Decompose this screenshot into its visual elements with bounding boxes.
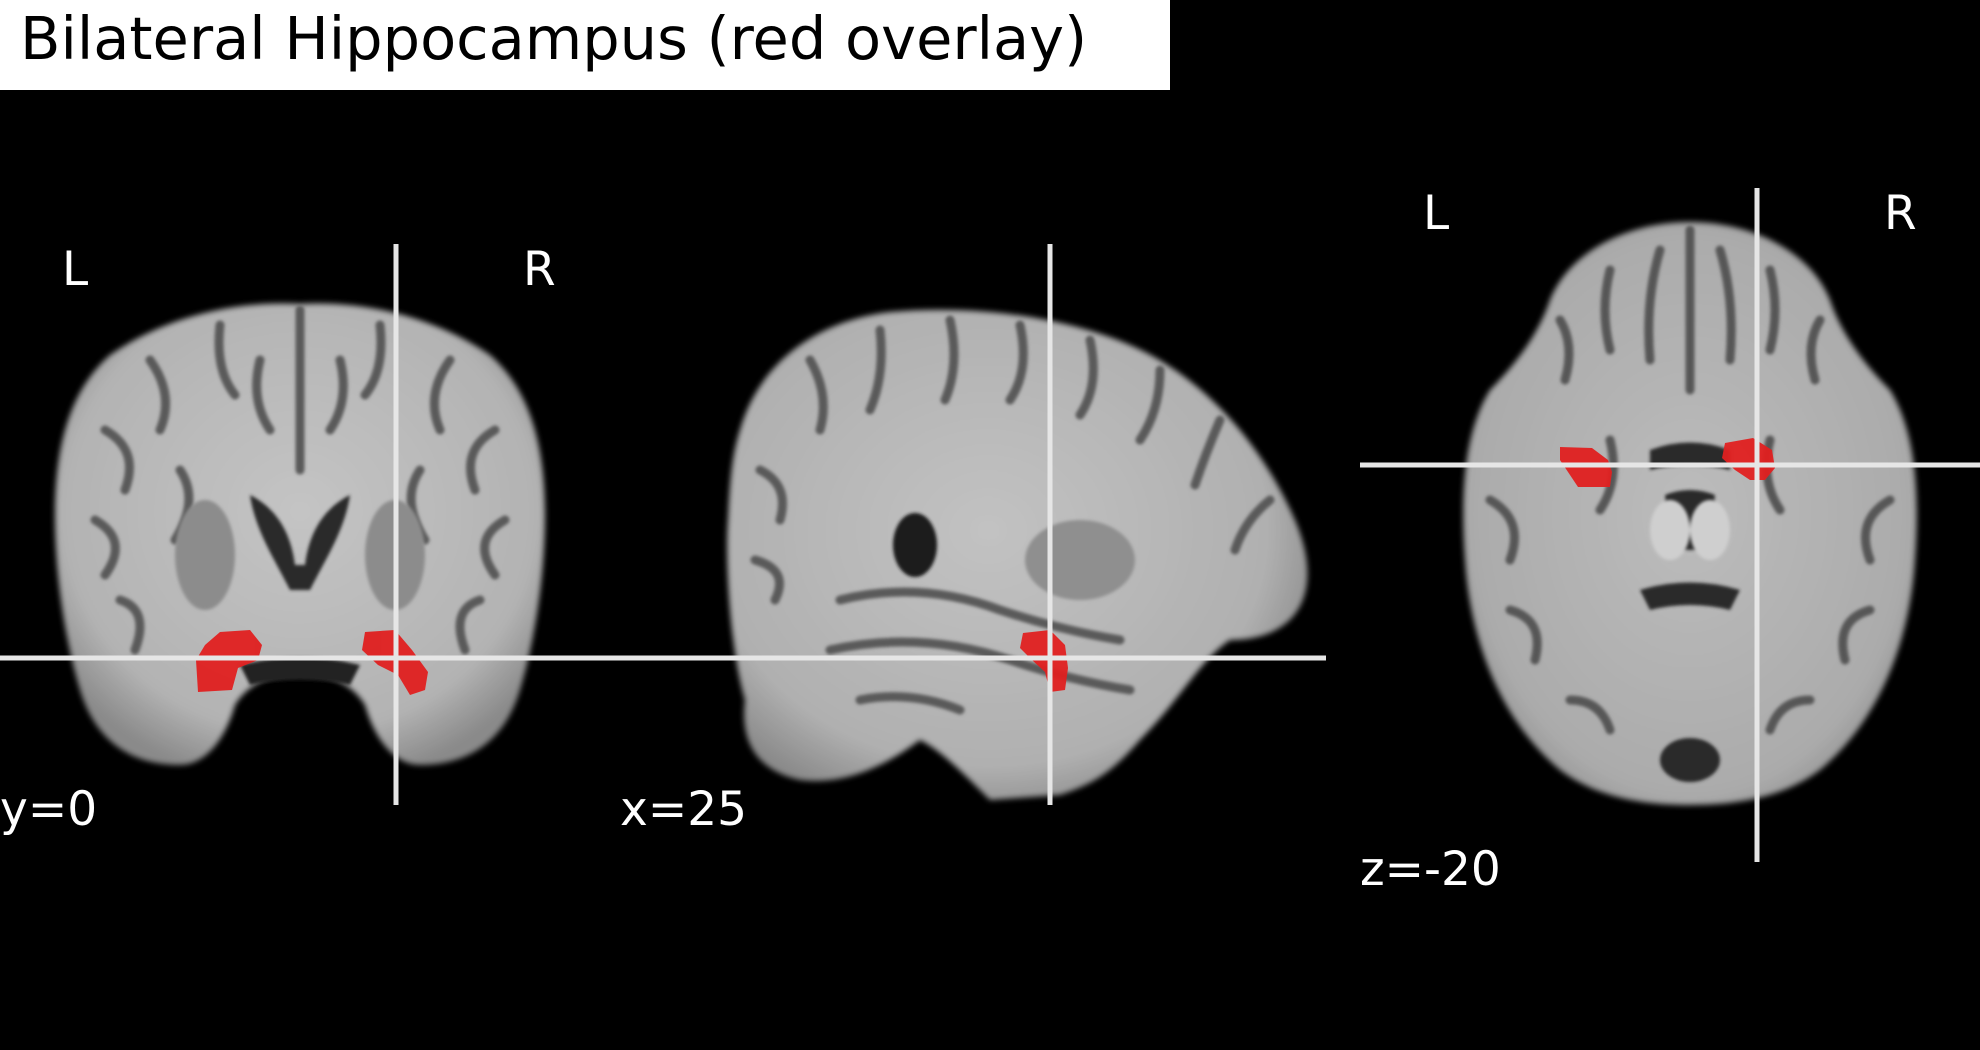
axial-left-label: L bbox=[1423, 186, 1450, 241]
title-box: Bilateral Hippocampus (red overlay) bbox=[0, 0, 1170, 90]
coronal-view: L R y=0 bbox=[0, 0, 660, 1050]
axial-right-label: R bbox=[1884, 186, 1917, 241]
sagittal-hippocampus-overlay bbox=[1020, 630, 1068, 692]
axial-brain-slice bbox=[1463, 222, 1917, 805]
coronal-left-label: L bbox=[62, 242, 89, 297]
coronal-coordinate-label: y=0 bbox=[0, 782, 98, 837]
figure-title: Bilateral Hippocampus (red overlay) bbox=[20, 4, 1088, 73]
axial-coordinate-label: z=-20 bbox=[1360, 842, 1501, 897]
axial-view: L R z=-20 bbox=[1360, 0, 1980, 1050]
sagittal-view: x=25 bbox=[620, 0, 1340, 1050]
coronal-right-label: R bbox=[523, 242, 556, 297]
sagittal-coordinate-label: x=25 bbox=[620, 782, 748, 837]
coronal-brain-slice bbox=[55, 303, 545, 765]
sagittal-brain-slice bbox=[727, 309, 1308, 800]
